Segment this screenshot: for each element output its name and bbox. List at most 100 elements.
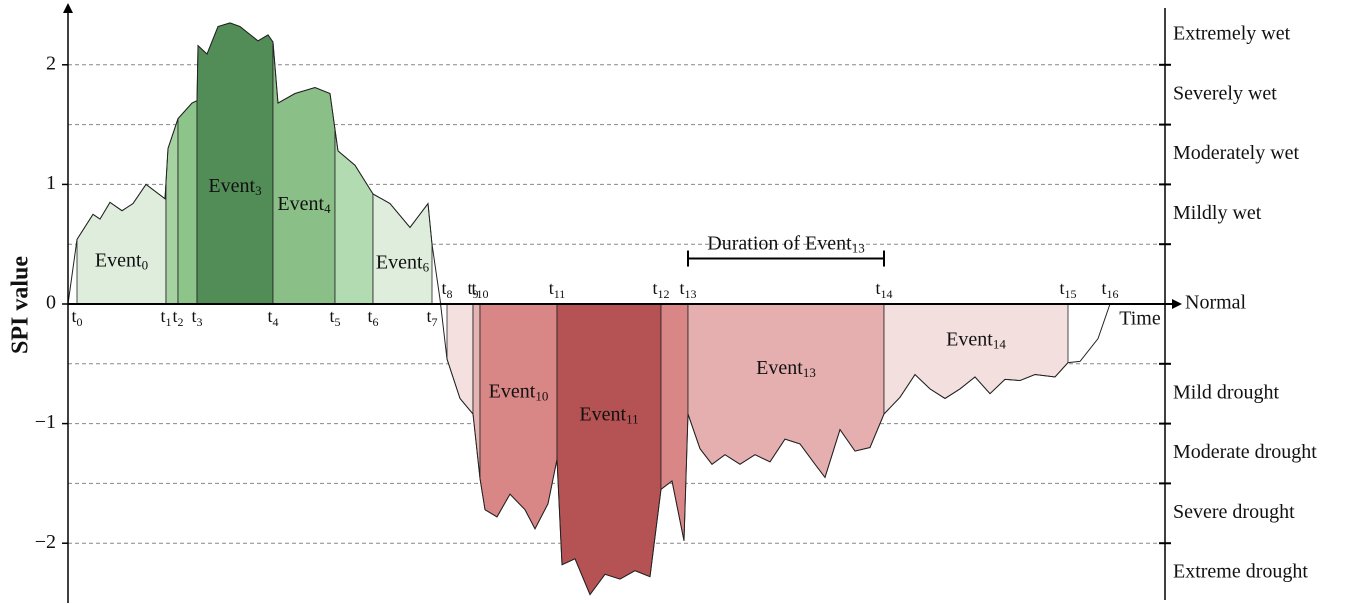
event-label-base: Event xyxy=(579,403,626,425)
x-axis-label: Time xyxy=(1119,308,1161,330)
time-label: t11 xyxy=(549,278,566,301)
time-label-base: t xyxy=(267,306,272,326)
time-label-base: t xyxy=(441,278,446,298)
time-label-sub: 4 xyxy=(273,315,279,329)
time-label-base: t xyxy=(467,278,472,298)
duration-label-base: Duration of Event xyxy=(707,232,852,254)
event-label: Event6 xyxy=(376,251,430,274)
event-label-base: Event xyxy=(95,249,142,271)
time-label: t6 xyxy=(367,306,378,329)
time-label-base: t xyxy=(426,306,431,326)
event-segment xyxy=(76,181,167,305)
time-label-sub: 0 xyxy=(77,315,83,329)
event-label-base: Event xyxy=(277,193,324,215)
event-segment xyxy=(272,42,336,305)
time-label-sub: 2 xyxy=(178,315,184,329)
time-label: t10 xyxy=(471,278,488,301)
time-label-base: t xyxy=(875,278,880,298)
event-label-base: Event xyxy=(489,380,536,402)
event-label-base: Event xyxy=(376,251,423,273)
event-segment xyxy=(883,303,1069,416)
time-label-sub: 5 xyxy=(335,315,341,329)
time-label-base: t xyxy=(160,306,165,326)
event-label: Event4 xyxy=(277,193,331,216)
class-label: Normal xyxy=(1185,292,1247,314)
event-segment xyxy=(660,303,689,541)
time-label: t9 xyxy=(467,278,478,301)
time-label: t0 xyxy=(71,306,82,329)
class-label: Mildly wet xyxy=(1173,202,1262,224)
event-segment xyxy=(177,100,198,305)
time-label: t13 xyxy=(679,278,696,301)
duration-label: Duration of Event13 xyxy=(707,232,864,255)
event-segment xyxy=(556,303,662,596)
time-label: t12 xyxy=(652,278,669,301)
event-label-sub: 0 xyxy=(142,257,149,272)
event-label: Event11 xyxy=(579,403,638,426)
y-tick-label: 1 xyxy=(46,172,56,194)
event-label: Event14 xyxy=(946,328,1006,351)
time-label: t4 xyxy=(267,306,278,329)
event-label: Event13 xyxy=(756,357,816,380)
event-label-sub: 10 xyxy=(535,388,548,403)
y-tick-label: 0 xyxy=(46,292,56,314)
time-label-base: t xyxy=(471,278,476,298)
class-label: Extreme drought xyxy=(1173,561,1308,583)
event-label-base: Event xyxy=(208,175,255,197)
event-label-sub: 13 xyxy=(803,365,816,380)
time-label-sub: 6 xyxy=(373,315,379,329)
time-label-base: t xyxy=(1059,278,1064,298)
time-label: t14 xyxy=(875,278,892,301)
time-label: t7 xyxy=(426,306,437,329)
event-label-sub: 6 xyxy=(423,260,430,275)
time-label-sub: 8 xyxy=(447,287,453,301)
event-label-sub: 11 xyxy=(626,412,639,427)
time-label-sub: 3 xyxy=(197,315,203,329)
time-label-sub: 7 xyxy=(432,315,438,329)
event-segment xyxy=(472,303,481,479)
event-label: Event3 xyxy=(208,175,261,198)
time-label-sub: 15 xyxy=(1065,287,1077,301)
time-label-base: t xyxy=(172,306,177,326)
spi-curve xyxy=(67,22,1111,596)
class-label: Severely wet xyxy=(1173,82,1277,104)
time-label: t2 xyxy=(172,306,183,329)
event-label-sub: 14 xyxy=(993,336,1007,351)
time-label-sub: 10 xyxy=(477,287,489,301)
event-label: Event10 xyxy=(489,380,549,403)
event-segment xyxy=(196,22,274,305)
time-label-base: t xyxy=(652,278,657,298)
time-label-sub: 14 xyxy=(881,287,893,301)
time-label-base: t xyxy=(549,278,554,298)
event-label-base: Event xyxy=(946,328,993,350)
time-label-sub: 13 xyxy=(685,287,697,301)
class-label: Mild drought xyxy=(1173,381,1280,403)
time-label: t1 xyxy=(160,306,171,329)
event-segment xyxy=(479,303,558,530)
class-label: Moderate drought xyxy=(1173,441,1317,463)
event-label-sub: 3 xyxy=(255,183,262,198)
time-label-base: t xyxy=(1101,278,1106,298)
class-label: Extremely wet xyxy=(1173,22,1291,44)
time-label-sub: 11 xyxy=(554,287,566,301)
time-label-sub: 1 xyxy=(166,315,172,329)
time-label-sub: 12 xyxy=(658,287,670,301)
time-label-base: t xyxy=(679,278,684,298)
class-label: Moderately wet xyxy=(1173,142,1300,164)
event-segment xyxy=(334,129,374,305)
event-label-base: Event xyxy=(756,357,803,379)
event-label: Event0 xyxy=(95,249,148,272)
time-label: t8 xyxy=(441,278,452,301)
y-tick-label: −2 xyxy=(35,531,56,553)
y-axis-label: SPI value xyxy=(8,256,34,354)
time-label-base: t xyxy=(191,306,196,326)
time-label: t3 xyxy=(191,306,202,329)
time-label-sub: 16 xyxy=(1107,287,1119,301)
event-label-sub: 4 xyxy=(324,201,331,216)
time-label-sub: 9 xyxy=(473,287,479,301)
time-label: t15 xyxy=(1059,278,1076,301)
y-tick-label: 2 xyxy=(46,52,56,74)
event-segment xyxy=(165,118,179,305)
time-label: t5 xyxy=(329,306,340,329)
